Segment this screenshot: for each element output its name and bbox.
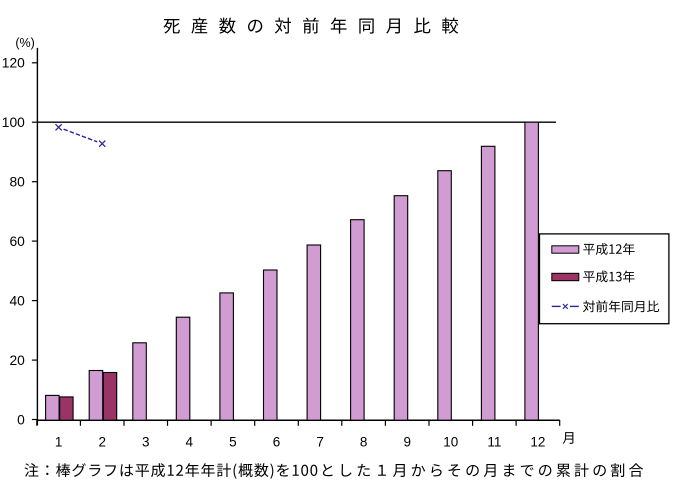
svg-text:8: 8	[360, 435, 368, 450]
svg-text:9: 9	[403, 435, 411, 450]
svg-text:6: 6	[273, 435, 281, 450]
svg-text:3: 3	[142, 435, 150, 450]
svg-text:120: 120	[2, 56, 25, 71]
svg-text:20: 20	[9, 353, 25, 368]
svg-text:1: 1	[55, 435, 63, 450]
svg-text:7: 7	[316, 435, 324, 450]
svg-text:0: 0	[17, 412, 25, 427]
svg-text:12: 12	[530, 435, 545, 450]
svg-text:100: 100	[2, 115, 25, 130]
svg-text:80: 80	[9, 175, 25, 190]
svg-text:60: 60	[9, 234, 25, 249]
svg-text:(%): (%)	[15, 36, 34, 50]
svg-text:5: 5	[229, 435, 237, 450]
svg-text:40: 40	[9, 294, 25, 309]
svg-text:2: 2	[98, 435, 106, 450]
svg-text:11: 11	[487, 435, 501, 450]
svg-text:4: 4	[186, 435, 194, 450]
svg-text:10: 10	[443, 435, 458, 450]
